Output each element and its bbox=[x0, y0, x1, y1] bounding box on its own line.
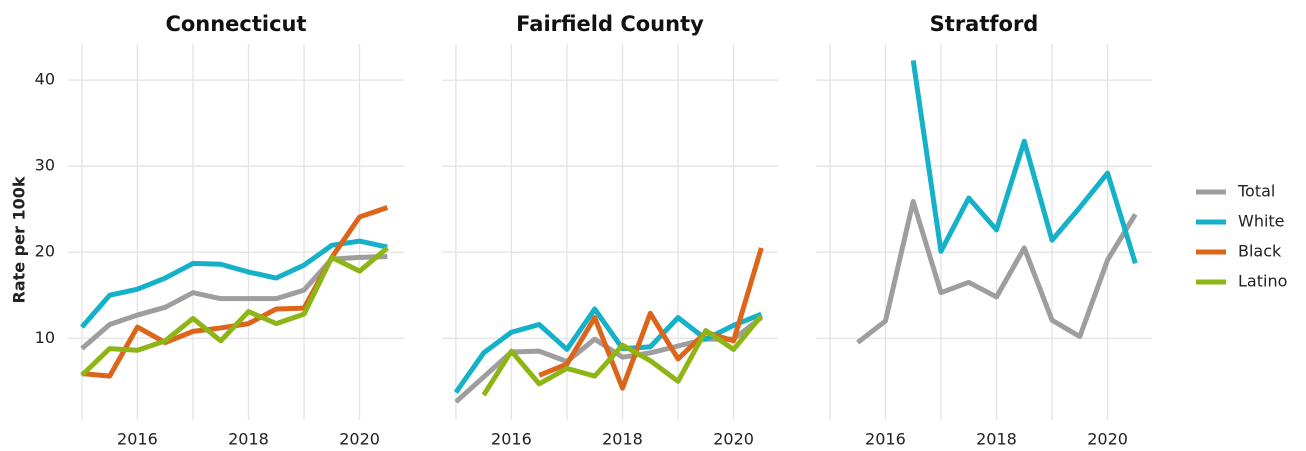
x-tick-label: 2016 bbox=[865, 430, 906, 449]
x-tick-label: 2020 bbox=[339, 430, 380, 449]
series-line bbox=[80, 238, 388, 329]
x-tick-label: 2018 bbox=[976, 430, 1017, 449]
series-line bbox=[910, 59, 1138, 265]
series-line bbox=[538, 247, 764, 391]
y-tick-label: 40 bbox=[35, 70, 55, 89]
x-tick-label: 2016 bbox=[117, 430, 158, 449]
x-tick-label: 2018 bbox=[602, 430, 643, 449]
x-tick-label: 2016 bbox=[491, 430, 532, 449]
y-axis-label: Rate per 100k bbox=[10, 176, 29, 303]
legend-label: Black bbox=[1238, 242, 1282, 261]
y-tick-label: 20 bbox=[35, 242, 55, 261]
series-line bbox=[481, 314, 764, 397]
panel-title: Stratford bbox=[930, 12, 1039, 36]
panel-title: Connecticut bbox=[165, 12, 306, 36]
legend-label: Latino bbox=[1238, 272, 1287, 291]
x-tick-label: 2018 bbox=[228, 430, 269, 449]
y-tick-label: 30 bbox=[35, 156, 55, 175]
y-tick-label: 10 bbox=[35, 328, 55, 347]
legend-label: Total bbox=[1237, 182, 1275, 201]
x-tick-label: 2020 bbox=[1087, 430, 1128, 449]
panel-title: Fairfield County bbox=[516, 12, 704, 36]
x-tick-label: 2020 bbox=[713, 430, 754, 449]
series-line bbox=[856, 198, 1138, 345]
series-line bbox=[453, 306, 763, 394]
series-line bbox=[80, 246, 389, 378]
legend-label: White bbox=[1238, 212, 1285, 231]
